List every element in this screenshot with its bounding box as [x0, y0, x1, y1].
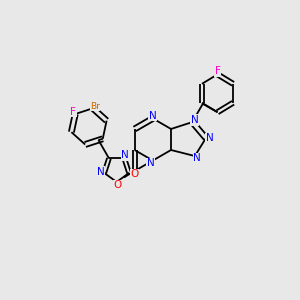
Text: N: N	[122, 150, 129, 160]
Text: N: N	[97, 167, 105, 177]
Text: O: O	[114, 180, 122, 190]
Text: O: O	[130, 169, 139, 179]
Text: N: N	[206, 133, 213, 143]
Text: F: F	[70, 107, 76, 117]
Text: N: N	[194, 153, 201, 163]
Text: N: N	[191, 115, 199, 125]
Text: F: F	[214, 66, 220, 76]
Text: N: N	[147, 158, 154, 168]
Text: N: N	[149, 111, 157, 121]
Text: Br: Br	[90, 102, 100, 111]
